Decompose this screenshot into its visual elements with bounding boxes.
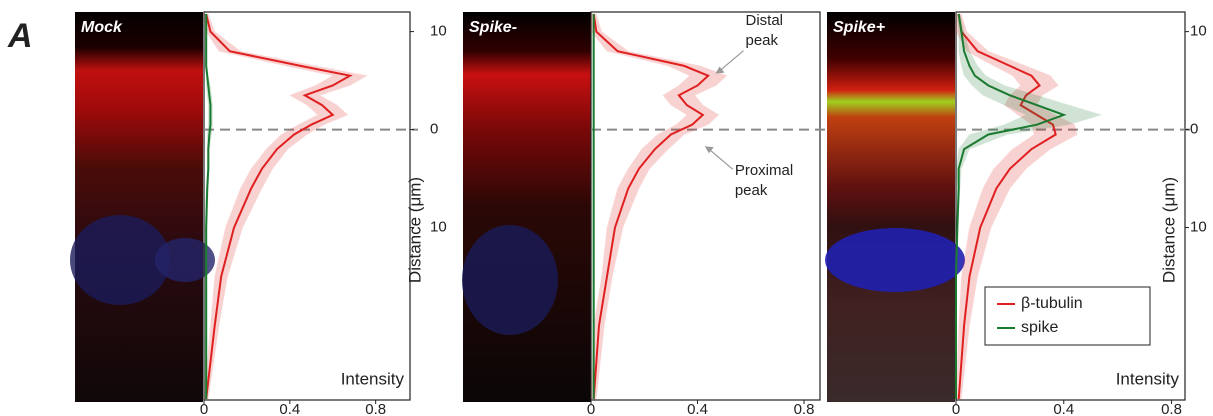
- micrograph: [827, 12, 955, 402]
- x-tick-label: 0.4: [279, 401, 300, 416]
- nucleus: [70, 215, 170, 305]
- nucleus: [155, 238, 215, 282]
- legend-label: β-tubulin: [1021, 295, 1083, 312]
- legend-label: spike: [1021, 319, 1058, 336]
- panel-title: Spike-: [469, 19, 517, 36]
- annotation: Proximal peak: [734, 162, 794, 200]
- nucleus: [462, 225, 558, 335]
- error-band: [590, 13, 728, 400]
- y-axis-title: Distance (μm): [1159, 177, 1178, 283]
- y-tick-label: 10: [430, 23, 447, 40]
- x-tick-label: 0: [200, 401, 208, 416]
- y-tick-label: 10: [430, 219, 447, 236]
- x-tick-label: 0.8: [365, 401, 386, 416]
- panel-title: Mock: [81, 19, 123, 36]
- line: [955, 13, 1067, 400]
- nucleus: [825, 228, 965, 292]
- line: [205, 13, 353, 400]
- annotation-arrow: [717, 50, 744, 74]
- y-tick-label: 10: [1190, 219, 1207, 236]
- micrograph: [75, 12, 203, 402]
- plot-frame: [955, 11, 1186, 401]
- micrograph: [463, 12, 591, 402]
- x-tick-label: 0.4: [1053, 401, 1074, 416]
- arrow-head: [715, 66, 725, 74]
- line: [957, 13, 1057, 400]
- panel-title: Spike+: [833, 19, 885, 36]
- y-axis-title: Distance (μm): [405, 177, 424, 283]
- x-tick-label: 0.8: [794, 401, 815, 416]
- plot-frame: [590, 11, 821, 401]
- annotation: Distal peak: [745, 11, 783, 49]
- line: [205, 13, 212, 400]
- y-tick-label: 0: [430, 121, 438, 138]
- plot-frame: [203, 11, 411, 401]
- x-axis-title: Intensity: [341, 369, 405, 388]
- x-tick-label: 0.4: [687, 401, 708, 416]
- line: [592, 13, 710, 400]
- y-tick-label: 10: [1190, 23, 1207, 40]
- arrow-head: [704, 146, 714, 154]
- x-tick-label: 0: [952, 401, 960, 416]
- x-tick-label: 0.8: [1161, 401, 1182, 416]
- x-tick-label: 0: [587, 401, 595, 416]
- annotation-arrow: [706, 146, 734, 170]
- x-axis-title: Intensity: [1116, 369, 1180, 388]
- legend-box: [984, 286, 1151, 346]
- error-band: [203, 13, 369, 400]
- y-tick-label: 0: [1190, 121, 1198, 138]
- panel-label: A: [7, 17, 33, 55]
